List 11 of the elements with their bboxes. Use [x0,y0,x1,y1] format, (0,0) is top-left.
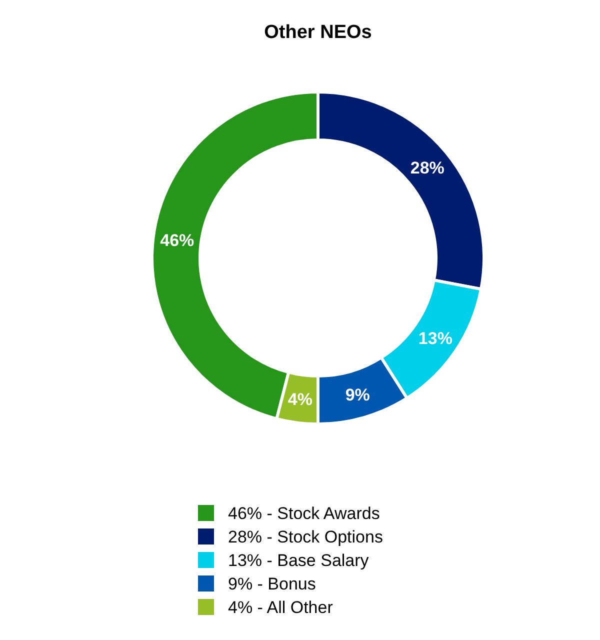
legend-label: 28% - Stock Options [228,527,383,546]
chart-title: Other NEOs [264,22,372,43]
data-label: 9% [345,385,370,404]
data-label: 28% [410,158,444,178]
legend-label: 13% - Base Salary [228,550,370,570]
legend-label: 46% - Stock Awards [228,504,380,523]
legend-label: 4% - All Other [228,598,334,617]
data-label: 13% [418,328,452,348]
data-label: 46% [160,231,194,250]
data-label: 4% [288,390,312,409]
legend-label: 9% - Bonus [228,574,316,594]
